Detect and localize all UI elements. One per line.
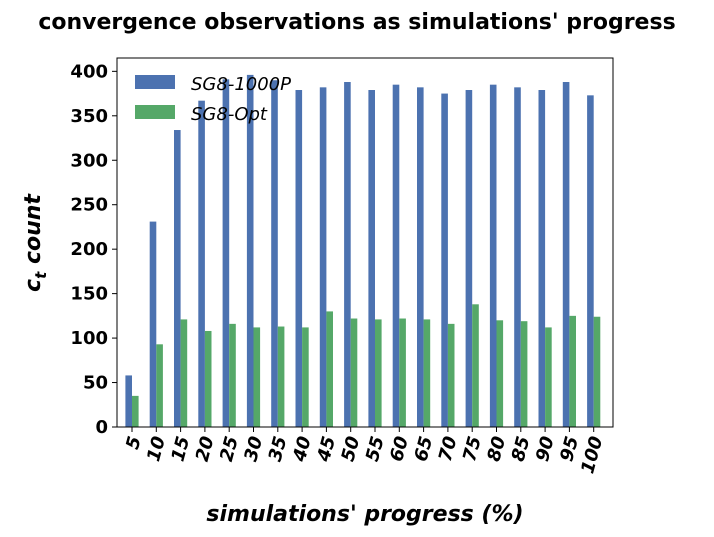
- bar-sg8-1000p-80: [489, 84, 497, 428]
- x-tick-label-95: 95: [556, 434, 583, 464]
- legend-swatch-sg8-1000p: [135, 75, 175, 89]
- y-tick-label-50: 50: [83, 373, 108, 394]
- x-tick-label-85: 85: [508, 434, 535, 464]
- bar-sg8-opt-50: [350, 318, 358, 427]
- bar-sg8-1000p-85: [514, 87, 521, 427]
- x-tick-label-65: 65: [410, 434, 437, 464]
- bar-sg8-1000p-70: [441, 93, 448, 427]
- bar-sg8-opt-35: [277, 326, 285, 427]
- bar-sg8-1000p-90: [538, 90, 546, 427]
- bar-sg8-1000p-50: [344, 82, 351, 427]
- bar-sg8-opt-75: [472, 304, 479, 427]
- chart-title: convergence observations as simulations'…: [38, 10, 675, 35]
- y-axis-label: ct count: [21, 193, 50, 292]
- y-tick-label-100: 100: [70, 328, 108, 349]
- x-tick-label-60: 60: [386, 434, 413, 464]
- x-tick-label-30: 30: [240, 434, 267, 464]
- bar-sg8-opt-20: [204, 330, 212, 427]
- x-tick-label-10: 10: [143, 434, 170, 464]
- x-tick-label-5: 5: [122, 434, 146, 452]
- plot-frame: [116, 57, 614, 428]
- bar-sg8-opt-25: [229, 323, 236, 427]
- bar-sg8-opt-80: [496, 320, 504, 427]
- bar-sg8-1000p-60: [392, 84, 400, 428]
- y-tick-label-150: 150: [70, 284, 108, 305]
- bar-sg8-opt-55: [375, 319, 382, 427]
- y-axis: 0 50 100 150 200 250 300 350 400: [70, 61, 117, 438]
- x-tick-label-15: 15: [167, 434, 194, 464]
- x-tick-label-45: 45: [313, 434, 340, 465]
- x-tick-label-70: 70: [435, 434, 462, 464]
- bar-sg8-1000p-75: [465, 90, 473, 427]
- y-tick-label-350: 350: [70, 106, 108, 127]
- bar-sg8-opt-5: [132, 395, 139, 427]
- legend: SG8-1000P SG8-Opt: [135, 74, 291, 125]
- x-tick-label-75: 75: [459, 434, 486, 464]
- bar-sg8-opt-65: [423, 319, 431, 427]
- x-tick-label-35: 35: [265, 434, 292, 464]
- bar-sg8-opt-15: [180, 319, 188, 427]
- y-tick-label-200: 200: [70, 239, 108, 260]
- bar-sg8-1000p-95: [562, 82, 570, 427]
- bar-sg8-1000p-5: [125, 375, 132, 427]
- bar-sg8-opt-85: [520, 321, 528, 427]
- x-tick-label-50: 50: [338, 434, 365, 464]
- bar-sg8-1000p-15: [174, 130, 181, 427]
- bar-sg8-opt-60: [399, 318, 406, 427]
- legend-swatch-sg8-opt: [135, 105, 175, 119]
- y-tick-label-0: 0: [95, 417, 108, 438]
- y-axis-label-rest: count: [21, 193, 46, 272]
- bar-sg8-1000p-45: [319, 87, 327, 427]
- bar-sg8-1000p-10: [149, 221, 157, 427]
- legend-label-sg8-opt: SG8-Opt: [191, 104, 268, 125]
- x-tick-label-55: 55: [362, 434, 389, 464]
- bar-sg8-opt-95: [569, 315, 576, 427]
- bar-sg8-opt-30: [253, 327, 261, 427]
- bar-sg8-opt-40: [302, 327, 309, 427]
- x-tick-label-25: 25: [216, 434, 243, 464]
- bar-sg8-1000p-55: [368, 90, 375, 427]
- x-tick-label-90: 90: [532, 434, 559, 464]
- y-tick-label-300: 300: [70, 150, 108, 171]
- bars-group: [125, 74, 601, 428]
- y-tick-label-400: 400: [70, 61, 108, 82]
- bar-sg8-1000p-65: [417, 87, 424, 427]
- bar-sg8-opt-100: [593, 316, 601, 427]
- bar-sg8-1000p-100: [587, 95, 594, 427]
- x-tick-label-20: 20: [192, 434, 219, 464]
- x-axis-label: simulations' progress (%): [206, 502, 523, 527]
- x-tick-label-40: 40: [289, 434, 316, 465]
- legend-label-sg8-1000p: SG8-1000P: [191, 74, 291, 95]
- y-axis-label-main: c: [21, 279, 46, 292]
- bar-sg8-1000p-25: [222, 79, 230, 427]
- y-tick-label-250: 250: [70, 195, 108, 216]
- bar-sg8-1000p-40: [295, 90, 303, 427]
- bar-sg8-opt-70: [447, 323, 455, 427]
- y-axis-label-subscript: t: [32, 271, 50, 279]
- bar-sg8-opt-10: [156, 344, 163, 427]
- x-tick-label-80: 80: [483, 434, 510, 464]
- bar-sg8-1000p-30: [246, 74, 254, 427]
- bar-sg8-opt-45: [326, 311, 333, 427]
- bar-sg8-1000p-35: [271, 80, 278, 427]
- bar-sg8-1000p-20: [198, 100, 205, 428]
- bar-sg8-opt-90: [545, 327, 552, 427]
